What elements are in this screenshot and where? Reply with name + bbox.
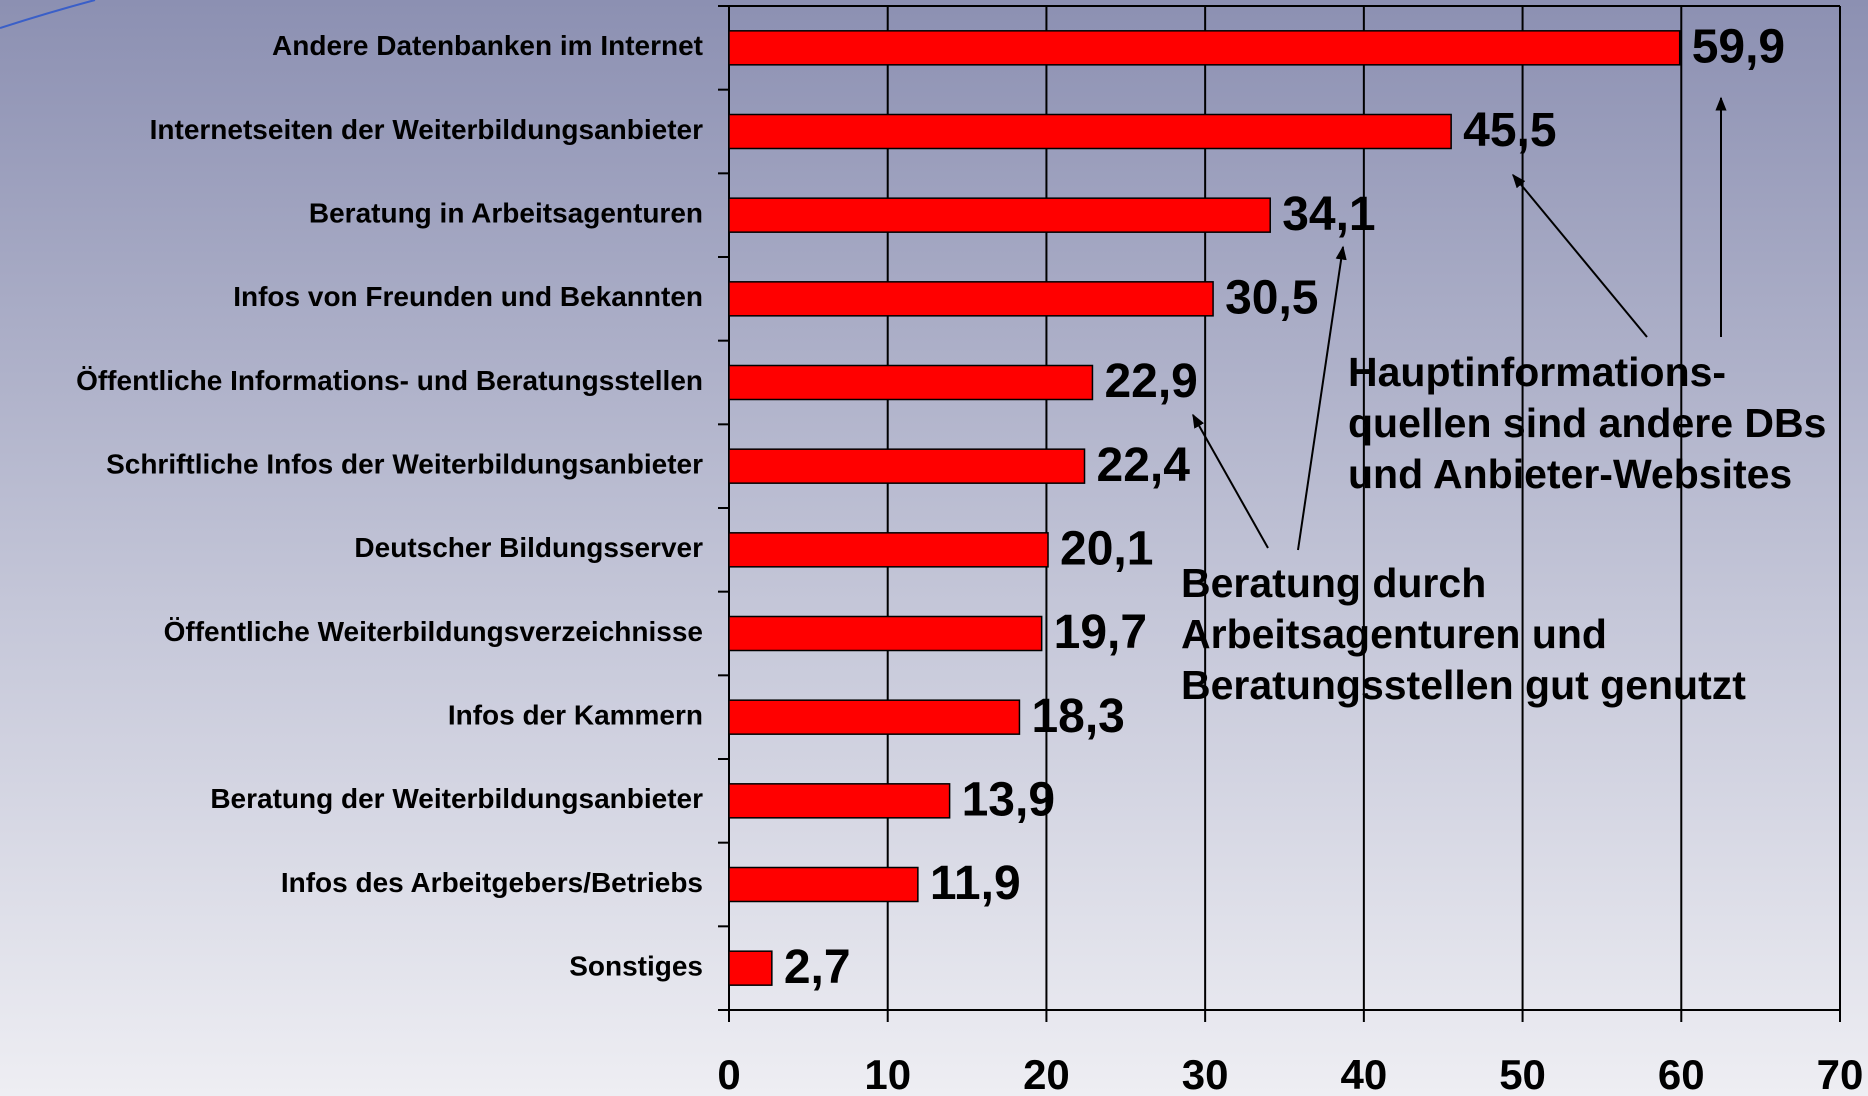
category-label: Sonstiges [569, 951, 703, 982]
bar [728, 364, 1094, 401]
bar [728, 950, 773, 986]
bar [728, 615, 1043, 652]
annotation: Arbeitsagenturen und [1181, 611, 1607, 657]
annotation: Beratungsstellen gut genutzt [1181, 662, 1746, 708]
value-label: 34,1 [1282, 188, 1375, 241]
bar [728, 448, 1086, 484]
value-label: 30,5 [1225, 272, 1318, 325]
x-tick-label: 40 [1340, 1051, 1387, 1096]
value-label: 2,7 [784, 941, 851, 994]
category-label: Infos von Freunden und Bekannten [233, 281, 703, 312]
annotation: und Anbieter-Websites [1348, 451, 1792, 497]
category-label: Internetseiten der Weiterbildungsanbiete… [150, 114, 703, 145]
value-label: 45,5 [1463, 104, 1556, 157]
arrow [1297, 245, 1347, 551]
bar [728, 281, 1214, 317]
category-label: Deutscher Bildungsserver [354, 532, 703, 563]
bar [728, 866, 919, 903]
category-label: Infos des Arbeitgebers/Betriebs [281, 867, 703, 898]
category-label: Beratung der Weiterbildungsanbieter [210, 783, 703, 814]
bar [728, 113, 1452, 150]
category-label: Andere Datenbanken im Internet [272, 30, 703, 61]
category-label: Schriftliche Infos der Weiterbildungsanb… [106, 449, 703, 480]
plot-area: 0 10 20 30 40 50 60 70 Andere Datenbanken im Int… [76, 5, 1864, 1096]
value-label: 19,7 [1054, 606, 1147, 659]
value-label: 22,9 [1104, 355, 1197, 408]
decor-arc [0, 0, 96, 29]
bar [728, 532, 1049, 568]
bar [728, 783, 951, 819]
annotation: Hauptinformations- [1348, 349, 1726, 395]
bar [728, 197, 1271, 233]
x-tick-label: 50 [1499, 1051, 1546, 1096]
category-label: Infos der Kammern [448, 700, 703, 731]
category-label: Öffentliche Informations- und Beratungss… [76, 365, 703, 396]
arrow [1512, 173, 1648, 338]
value-label: 18,3 [1031, 690, 1124, 743]
arrows [1192, 96, 1727, 551]
annotation: quellen sind andere DBs [1348, 400, 1826, 446]
category-label: Öffentliche Weiterbildungsverzeichnisse [164, 616, 703, 647]
value-label: 11,9 [930, 857, 1021, 910]
x-tick-label: 60 [1658, 1051, 1705, 1096]
category-label: Beratung in Arbeitsagenturen [309, 198, 703, 229]
arrow [1192, 413, 1269, 549]
x-tick-label: 20 [1023, 1051, 1070, 1096]
value-label: 13,9 [962, 774, 1055, 827]
x-tick-label: 10 [864, 1051, 911, 1096]
value-label: 22,4 [1097, 439, 1191, 492]
value-label: 59,9 [1692, 21, 1785, 74]
x-tick-label: 0 [717, 1051, 740, 1096]
bar [728, 699, 1021, 735]
x-tick-label: 70 [1817, 1051, 1864, 1096]
value-label: 20,1 [1060, 523, 1153, 576]
annotation: Beratung durch [1181, 560, 1486, 606]
x-tick-label: 30 [1182, 1051, 1229, 1096]
bar [728, 30, 1681, 66]
